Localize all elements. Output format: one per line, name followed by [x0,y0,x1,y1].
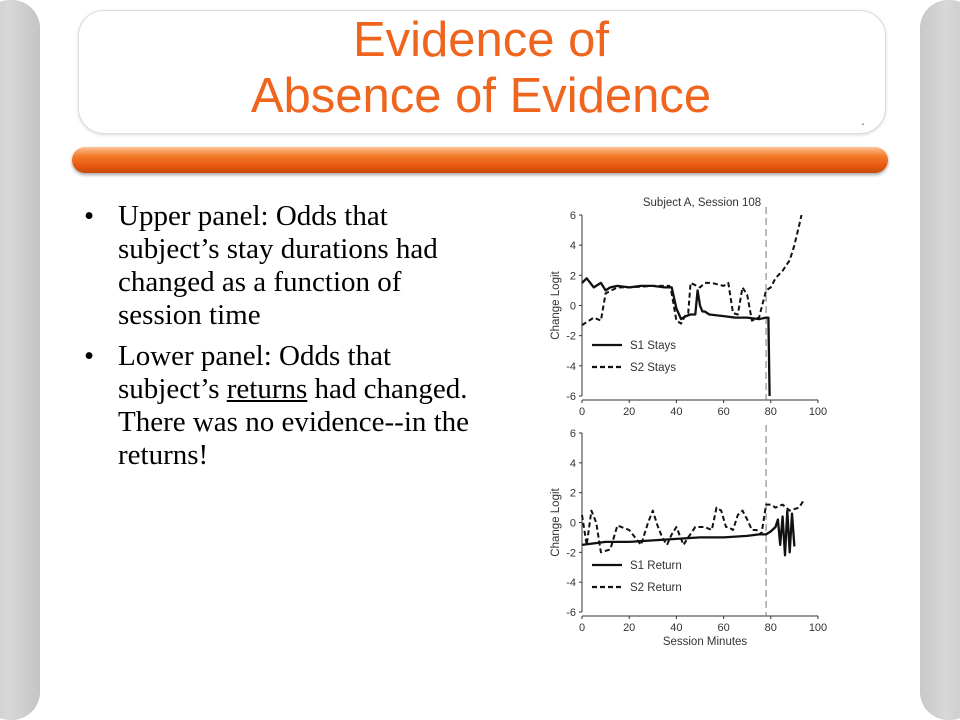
bullet-marker: • [84,340,95,372]
x-tick-label: 0 [579,622,585,634]
y-tick-label: 6 [570,210,576,222]
x-tick-label: 100 [809,406,827,418]
x-tick-label: 20 [623,622,635,634]
x-axis-label: Session Minutes [663,636,748,648]
y-tick-label: 0 [570,518,576,530]
y-tick-label: -4 [566,577,576,589]
y-tick-label: 4 [570,458,576,470]
x-tick-label: 0 [579,406,585,418]
series-line-s1-stays [581,277,771,397]
x-tick-label: 80 [765,622,777,634]
title-line-2: Absence of Evidence [250,69,712,123]
title-frame [78,10,886,134]
bullet-underlined-word: returns [226,373,308,405]
y-tick-label: -4 [566,361,576,373]
y-tick-label: 0 [570,301,576,313]
x-tick-label: 100 [809,622,827,634]
title-dot: . [861,112,865,128]
y-tick-label: -6 [566,607,576,619]
y-tick-label: 2 [570,270,576,282]
x-tick-label: 40 [670,406,682,418]
y-tick-label: -6 [566,391,576,403]
y-axis-label: Change Logit [550,487,562,556]
legend-label: S1 Stays [630,340,676,352]
bullet-text-before: Lower panel: Odds that subject’s [118,340,392,405]
x-tick-label: 40 [670,622,682,634]
accent-bar [72,147,888,173]
x-tick-label: 60 [717,622,729,634]
x-tick-label: 60 [717,406,729,418]
y-tick-label: -2 [566,331,576,343]
y-axis-label: Change Logit [550,270,562,339]
left-decorative-bar [0,0,40,720]
x-tick-label: 80 [765,406,777,418]
y-tick-label: 6 [570,428,576,440]
bullet-list: • Upper panel: Odds that subject’s stay … [82,200,482,480]
bullet-text: Upper panel: Odds that subject’s stay du… [118,200,438,331]
legend-label: S2 Stays [630,362,676,374]
x-tick-label: 20 [623,406,635,418]
bullet-marker: • [84,200,95,232]
y-tick-label: -2 [566,547,576,559]
chart-figure: 6 4 2 0 -2 -4 -6 0 20 40 60 80 100 Change Logit Subjec… [546,190,830,664]
slide-title: Evidence of Absence of Evidence [78,12,884,124]
y-tick-label: 4 [570,240,576,252]
legend-label: S2 Return [630,582,682,594]
series-line-s2-stays [581,214,803,326]
bullet-lower-panel: • Lower panel: Odds that subject’s retur… [82,340,482,472]
legend-label: S1 Return [630,560,682,572]
bullet-upper-panel: • Upper panel: Odds that subject’s stay … [82,200,482,332]
y-tick-label: 2 [570,488,576,500]
title-line-1: Evidence of [352,13,610,67]
series-line-s2-return [581,499,805,554]
bullet-text-after: had changed. There was no evidence--in t… [118,373,470,471]
chart-title: Subject A, Session 108 [643,197,761,209]
right-decorative-bar [920,0,960,720]
